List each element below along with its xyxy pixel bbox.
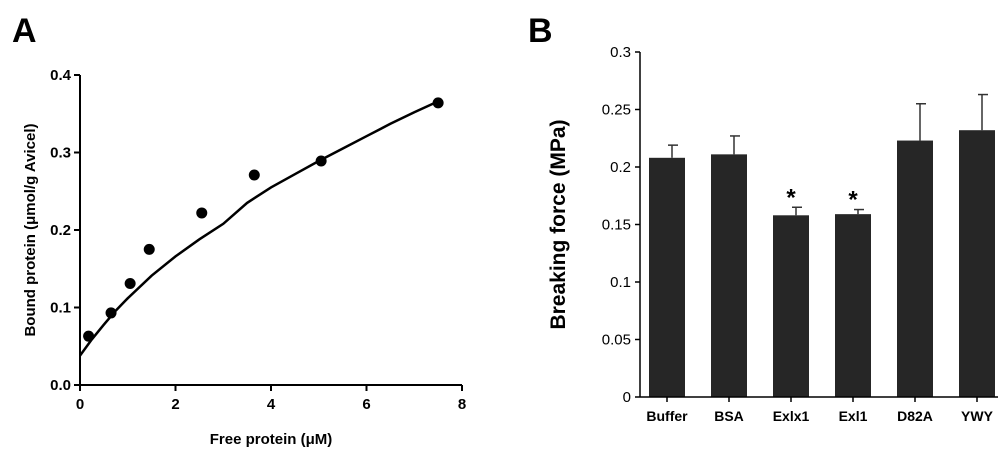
panel-b-letter: B xyxy=(528,12,553,50)
panel-a-y-axis-label: Bound protein (μmol/g Avicel) xyxy=(22,123,39,336)
panel-b-y-tick-label: 0.15 xyxy=(602,217,631,234)
panel-a-y-tick-label: 0.0 xyxy=(50,377,71,394)
panel-a-y-tick-label: 0.3 xyxy=(50,145,71,162)
panel-a-x-tick-labels: 0 2 4 6 8 xyxy=(76,385,466,413)
panel-a-data-point xyxy=(143,243,155,255)
panel-a-data-points xyxy=(83,97,444,342)
panel-a-x-axis-label: Free protein (μM) xyxy=(210,431,333,448)
panel-a-x-tick-label: 4 xyxy=(267,396,276,413)
panel-a-x-tick-label: 6 xyxy=(362,396,370,413)
panel-a-y-tick-label: 0.1 xyxy=(50,300,71,317)
panel-b-y-tick-label: 0.05 xyxy=(602,332,631,349)
panel-b-category-label: YWY xyxy=(961,408,994,424)
panel-a-y-tick-labels: 0.0 0.1 0.2 0.3 0.4 xyxy=(50,67,80,394)
panel-b-y-tick-label: 0.3 xyxy=(610,44,631,61)
panel-b-category-label: Exlx1 xyxy=(773,408,810,424)
panel-b-y-tick-label: 0.25 xyxy=(602,102,631,119)
panel-b-category-labels: Buffer BSA Exlx1 Exl1 D82A YWY xyxy=(646,397,994,424)
panel-a-y-tick-label: 0.2 xyxy=(50,222,71,239)
panel-a-x-tick-label: 2 xyxy=(171,396,179,413)
panel-b-bar-bsa xyxy=(711,154,747,397)
panel-b-bar-ywy xyxy=(959,130,995,397)
panel-a-data-point xyxy=(315,155,327,167)
panel-b-y-axis-label: Breaking force (MPa) xyxy=(547,119,570,329)
panel-b-bar-d82a xyxy=(897,140,933,398)
panel-a-data-point xyxy=(248,169,260,181)
panel-b-bars: * * xyxy=(649,93,995,398)
panel-b-y-tick-label: 0.1 xyxy=(610,274,631,291)
panel-b-significance-star: * xyxy=(786,184,796,211)
panel-a-data-point xyxy=(83,330,95,342)
panel-b-category-label: D82A xyxy=(897,408,933,424)
panel-b-significance-star: * xyxy=(848,187,858,214)
panel-b-bar-buffer xyxy=(649,157,685,397)
panel-a-y-tick-label: 0.4 xyxy=(50,67,72,84)
panel-a-data-point xyxy=(105,307,117,319)
panel-a-fit-curve xyxy=(78,100,439,357)
panel-b-category-label: Exl1 xyxy=(839,408,868,424)
panel-a-x-tick-label: 8 xyxy=(458,396,466,413)
panel-b-y-tick-label: 0 xyxy=(623,389,631,406)
panel-a-data-point xyxy=(124,277,136,289)
panel-b-bar-chart: 00.050.10.150.20.250.3 * * Buffer BSA Exlx1… xyxy=(547,44,998,424)
panel-b-y-tick-label: 0.2 xyxy=(610,159,631,176)
panel-a-x-tick-label: 0 xyxy=(76,396,84,413)
panel-b-bar-exl1 xyxy=(835,214,871,397)
panel-b-category-label: Buffer xyxy=(646,408,688,424)
panel-b-category-label: BSA xyxy=(714,408,744,424)
panel-b-y-tick-labels: 0 0.05 0.1 0.15 0.2 0.25 0.3 xyxy=(602,44,640,406)
panel-b-bar-exlx1 xyxy=(773,215,809,397)
panel-a-data-point xyxy=(432,97,444,109)
panel-a-letter: A xyxy=(12,12,37,50)
panel-a-data-point xyxy=(196,207,208,219)
